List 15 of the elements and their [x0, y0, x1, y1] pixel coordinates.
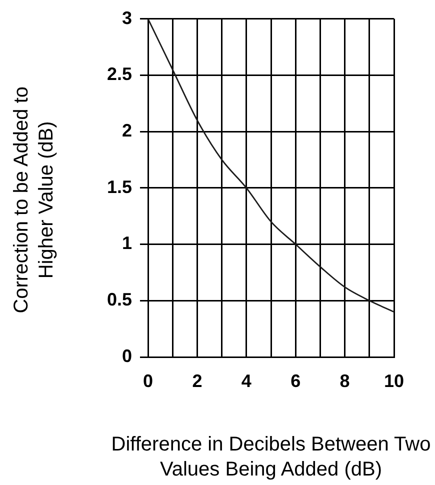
- x-tick-label: 10: [384, 370, 404, 391]
- y-tick-label: 0.5: [106, 290, 132, 310]
- y-tick-label: 2.5: [106, 64, 132, 84]
- x-tick-label: 8: [340, 370, 350, 391]
- y-tick-label: 2: [122, 120, 132, 140]
- y-tick-label: 3: [122, 8, 132, 28]
- y-tick-label: 1: [122, 233, 132, 254]
- y-tick-label: 1.5: [106, 176, 132, 197]
- y-axis-title: Correction to be Added to Higher Value (dB): [10, 86, 58, 314]
- x-tick-label: 0: [142, 370, 154, 391]
- x-axis-title: Difference in Decibels Between Two Values Being Added (dB): [111, 434, 431, 481]
- x-tick-label: 2: [192, 370, 202, 391]
- x-tick-label: 4: [241, 370, 252, 391]
- y-tick-label: 0: [122, 346, 132, 366]
- x-tick-label: 6: [290, 370, 301, 391]
